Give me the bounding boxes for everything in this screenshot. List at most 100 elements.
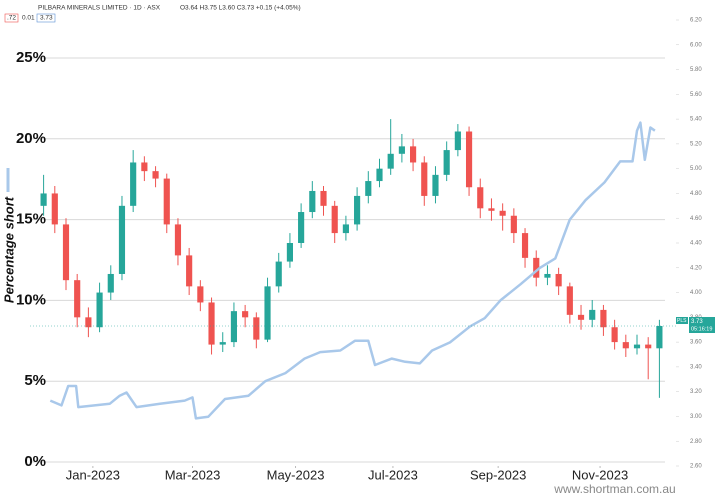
price-tag-symbol: PLS	[677, 318, 687, 324]
candle-body	[163, 178, 170, 225]
candle-body	[488, 208, 495, 211]
candle-body	[174, 224, 182, 256]
candle-body	[398, 146, 405, 154]
candle-body	[510, 215, 517, 234]
y-axis-label: Percentage short	[1, 196, 16, 303]
candle-body	[253, 317, 260, 340]
price-tag-box	[689, 317, 715, 334]
candle-body	[85, 317, 92, 328]
candle-body	[432, 174, 439, 196]
header-box-c: 3.73	[40, 15, 53, 22]
candle-body	[443, 150, 450, 175]
x-tick-label: Sep-2023	[470, 467, 526, 482]
candle-body	[342, 224, 349, 234]
y-tick-label: 3.00	[690, 414, 702, 420]
header-ohlc: O3.64 H3.75 L3.60 C3.73 +0.15 (+4.05%)	[180, 5, 301, 12]
candle-body	[309, 190, 316, 213]
candle-body	[589, 309, 596, 320]
candle-body	[354, 195, 361, 225]
candle-body	[387, 153, 394, 169]
y-tick-label: 4.00	[690, 290, 702, 296]
price-tag-time: 05:16:19	[691, 326, 712, 332]
y2-tick-label: 25%	[16, 49, 46, 66]
candle-body	[410, 146, 417, 163]
y-tick-label: 6.00	[690, 42, 702, 48]
price-tag-price: 3.73	[691, 319, 703, 325]
candle-body	[96, 292, 103, 328]
candle-body	[577, 314, 585, 320]
candle-body	[499, 210, 506, 216]
y-tick-label: 2.60	[690, 464, 702, 470]
candle-body	[656, 326, 663, 349]
candle-body	[365, 181, 372, 196]
candle-body	[152, 171, 159, 179]
candle-body	[465, 131, 473, 188]
candle-body	[555, 273, 562, 287]
x-tick-label: Jan-2023	[66, 467, 120, 482]
header-title: PILBARA MINERALS LIMITED · 1D · ASX	[38, 5, 161, 12]
y-tick-label: 5.80	[690, 67, 702, 73]
candle-body	[230, 311, 238, 343]
candle-body	[275, 261, 282, 287]
y2-tick-label: 0%	[24, 453, 46, 470]
candle-body	[219, 342, 226, 345]
candle-body	[286, 243, 293, 262]
candle-body	[544, 273, 551, 278]
candle-body	[533, 257, 540, 278]
candle-body	[521, 233, 529, 258]
x-tick-label: Jul-2023	[368, 467, 418, 482]
candle-body	[141, 162, 148, 172]
y-tick-label: 5.60	[690, 92, 702, 98]
x-tick-label: May-2023	[267, 467, 325, 482]
candle-body	[197, 286, 204, 303]
y-tick-label: 5.00	[690, 166, 702, 172]
y-tick-label: 3.40	[690, 364, 702, 370]
candle-body	[566, 286, 573, 315]
header-box-a: .72	[7, 15, 16, 22]
y-tick-label: 4.20	[690, 265, 702, 271]
watermark: www.shortman.com.au	[553, 482, 675, 496]
y-tick-label: 3.60	[690, 340, 702, 346]
y-tick-label: 3.20	[690, 389, 702, 395]
y2-tick-label: 20%	[16, 130, 46, 147]
candle-body	[421, 162, 428, 196]
candle-body	[118, 205, 126, 274]
candle-body	[208, 302, 215, 345]
candle-body	[477, 187, 484, 209]
candle-body	[611, 327, 618, 343]
candle-body	[62, 224, 70, 281]
header-box	[4, 13, 19, 23]
y2-tick-label: 10%	[16, 291, 46, 308]
candle-body	[454, 131, 461, 151]
candle-body	[600, 309, 607, 328]
x-tick-label: Nov-2023	[572, 467, 628, 482]
candle-body	[633, 344, 641, 349]
y2-tick-label: 5%	[24, 372, 46, 389]
y-tick-label: 5.20	[690, 141, 702, 147]
candle-body	[74, 280, 81, 318]
candle-body	[320, 190, 327, 206]
candle-body	[242, 311, 249, 318]
x-tick-label: Mar-2023	[165, 467, 221, 482]
header-box-b: 0.01	[22, 15, 35, 22]
candle-body	[264, 286, 271, 340]
candle-body	[645, 344, 652, 349]
y-tick-label: 4.40	[690, 241, 702, 247]
candle-body	[130, 162, 137, 206]
candle-body	[107, 273, 114, 293]
candle-body	[622, 342, 629, 349]
candle-body	[186, 255, 193, 287]
candle-body	[298, 212, 305, 243]
header-box	[36, 13, 56, 23]
candle-body	[40, 193, 47, 206]
short-line	[49, 121, 656, 420]
price-tag-symbol-box	[676, 317, 688, 325]
y-tick-label: 4.60	[690, 216, 702, 222]
candle-body	[51, 193, 58, 225]
y-tick-label: 4.80	[690, 191, 702, 197]
y-tick-label: 2.80	[690, 439, 702, 445]
candle-body	[376, 168, 383, 182]
